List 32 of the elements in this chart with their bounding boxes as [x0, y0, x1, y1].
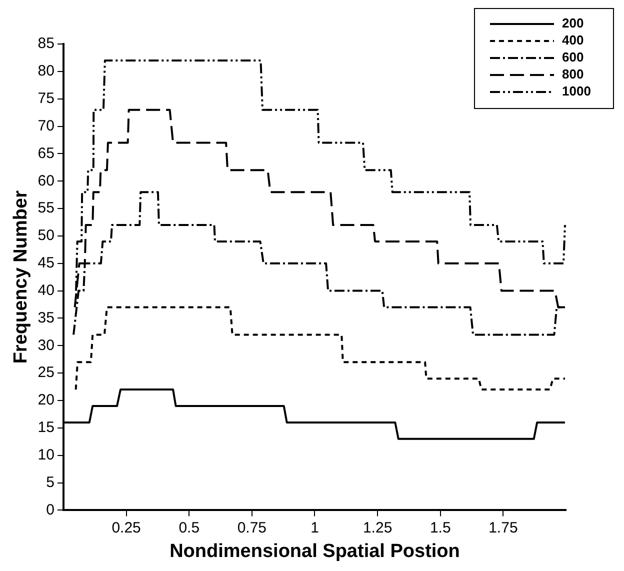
y-tick-label: 65: [38, 144, 54, 162]
y-tick-label: 50: [38, 227, 54, 244]
x-tick-label: 1.5: [430, 519, 451, 536]
x-axis-title: Nondimensional Spatial Postion: [170, 540, 460, 562]
legend-label: 400: [562, 32, 584, 48]
y-tick-label: 80: [38, 62, 54, 80]
legend-label: 1000: [562, 84, 591, 99]
legend-label: 200: [562, 16, 584, 31]
legend-label: 600: [562, 50, 584, 65]
y-tick-label: 10: [38, 446, 54, 464]
y-tick-label: 45: [38, 254, 54, 272]
y-tick-label: 85: [38, 35, 54, 52]
x-tick-label: 1.25: [362, 519, 392, 536]
x-tick-label: 0.75: [237, 519, 267, 536]
y-tick-label: 20: [38, 392, 54, 409]
y-tick-label: 60: [38, 172, 54, 190]
y-tick-label: 35: [38, 309, 54, 326]
x-tick-label: 1.75: [488, 519, 518, 536]
y-tick-label: 0: [46, 501, 54, 518]
y-tick-label: 70: [38, 117, 54, 134]
y-tick-label: 15: [38, 419, 54, 436]
y-tick-label: 30: [38, 336, 54, 354]
y-tick-label: 55: [38, 200, 54, 217]
x-tick-label: 0.25: [112, 519, 141, 536]
y-tick-label: 5: [46, 474, 54, 491]
y-tick-label: 40: [38, 282, 54, 299]
legend-label: 800: [562, 66, 584, 82]
y-tick-label: 75: [38, 90, 54, 107]
x-tick-label: 1: [310, 519, 319, 536]
y-axis-title: Frequency Number: [10, 190, 32, 364]
x-tick-label: 0.5: [178, 519, 200, 536]
y-tick-label: 25: [38, 364, 54, 382]
